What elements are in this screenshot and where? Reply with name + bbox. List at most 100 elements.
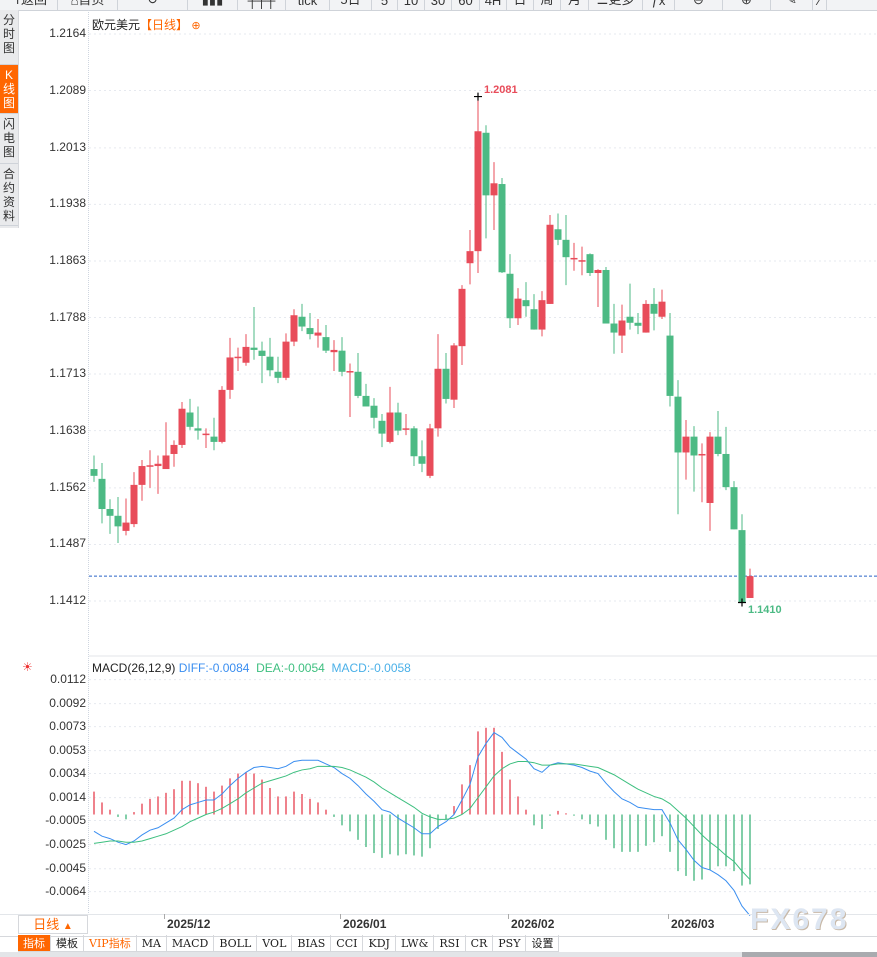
toolbar-button-11[interactable]: 4H bbox=[480, 0, 507, 10]
candle[interactable] bbox=[90, 455, 98, 482]
candle[interactable] bbox=[242, 334, 250, 366]
indicator-tab-cci[interactable]: CCI bbox=[331, 935, 364, 952]
toolbar-button-17[interactable]: ⊖ bbox=[675, 0, 723, 10]
candle[interactable] bbox=[586, 253, 594, 277]
candle[interactable] bbox=[122, 498, 130, 536]
candle[interactable] bbox=[146, 450, 154, 488]
candle[interactable] bbox=[562, 214, 570, 286]
indicator-settings-icon[interactable]: ☀ bbox=[22, 660, 33, 674]
candle[interactable] bbox=[378, 414, 386, 448]
indicator-tab-kdj[interactable]: KDJ bbox=[363, 935, 396, 952]
toolbar-button-4[interactable]: ┼┼┼ bbox=[238, 0, 286, 10]
sidebar-tab-3[interactable]: 合约资料 bbox=[0, 164, 18, 226]
candle[interactable] bbox=[522, 282, 530, 317]
candle[interactable] bbox=[498, 178, 506, 274]
candle[interactable] bbox=[570, 242, 578, 271]
candle[interactable] bbox=[474, 96, 482, 274]
candle[interactable] bbox=[138, 460, 146, 501]
candle[interactable] bbox=[274, 356, 282, 384]
candle[interactable] bbox=[186, 398, 194, 430]
indicator-tab-psy[interactable]: PSY bbox=[493, 935, 527, 952]
sidebar-tab-1[interactable]: K线图 bbox=[0, 65, 18, 114]
candle[interactable] bbox=[466, 230, 474, 285]
candle[interactable] bbox=[194, 406, 202, 440]
candle[interactable] bbox=[370, 398, 378, 429]
candle[interactable] bbox=[482, 125, 490, 239]
candle[interactable] bbox=[626, 283, 634, 330]
candle[interactable] bbox=[730, 481, 738, 530]
indicator-tab-rsi[interactable]: RSI bbox=[434, 935, 466, 952]
candle[interactable] bbox=[514, 288, 522, 326]
candle[interactable] bbox=[722, 426, 730, 491]
candle[interactable] bbox=[658, 289, 666, 320]
toolbar-button-0[interactable]: ↰返回 bbox=[0, 0, 58, 10]
toolbar-button-1[interactable]: ⌂首页 bbox=[58, 0, 118, 10]
candle[interactable] bbox=[178, 401, 186, 448]
indicator-tab-模板[interactable]: 模板 bbox=[51, 935, 84, 952]
indicator-tab-bias[interactable]: BIAS bbox=[292, 935, 332, 952]
indicator-tab-lw&[interactable]: LW& bbox=[395, 935, 435, 952]
candle[interactable] bbox=[634, 312, 642, 335]
sidebar-tab-0[interactable]: 分时图 bbox=[0, 10, 18, 65]
candle[interactable] bbox=[538, 291, 546, 337]
toolbar-button-13[interactable]: 周 bbox=[534, 0, 561, 10]
candle[interactable] bbox=[442, 352, 450, 404]
candle[interactable] bbox=[490, 162, 498, 231]
candle[interactable] bbox=[346, 363, 354, 418]
candle[interactable] bbox=[210, 417, 218, 451]
toolbar-button-20[interactable]: ∕ bbox=[813, 0, 827, 10]
candle[interactable] bbox=[426, 423, 434, 479]
indicator-tab-boll[interactable]: BOLL bbox=[214, 935, 258, 952]
indicator-tab-macd[interactable]: MACD bbox=[166, 935, 215, 952]
candle[interactable] bbox=[114, 496, 122, 543]
candle[interactable] bbox=[642, 300, 650, 333]
candle[interactable] bbox=[546, 214, 554, 304]
indicator-tab-vol[interactable]: VOL bbox=[257, 935, 293, 952]
candle[interactable] bbox=[458, 285, 466, 366]
indicator-tab-cr[interactable]: CR bbox=[465, 935, 494, 952]
horizontal-scrollbar[interactable] bbox=[0, 952, 877, 957]
candle[interactable] bbox=[362, 383, 370, 407]
candle[interactable] bbox=[746, 568, 754, 598]
toolbar-button-6[interactable]: 5日 bbox=[330, 0, 372, 10]
candle[interactable] bbox=[410, 426, 418, 467]
candle[interactable] bbox=[306, 312, 314, 340]
candle[interactable] bbox=[354, 352, 362, 399]
toolbar-button-18[interactable]: ⊕ bbox=[723, 0, 771, 10]
candle[interactable] bbox=[706, 432, 714, 531]
candle[interactable] bbox=[554, 213, 562, 246]
toolbar-button-7[interactable]: 5 bbox=[372, 0, 398, 10]
candle[interactable] bbox=[650, 288, 658, 331]
candle[interactable] bbox=[394, 402, 402, 436]
candle[interactable] bbox=[234, 347, 242, 372]
add-symbol-icon[interactable]: ⊕ bbox=[191, 20, 201, 32]
candle[interactable] bbox=[738, 514, 746, 603]
toolbar-button-19[interactable]: ✎ bbox=[771, 0, 813, 10]
toolbar-button-12[interactable]: 日 bbox=[507, 0, 534, 10]
candle[interactable] bbox=[610, 303, 618, 354]
candle[interactable] bbox=[226, 337, 234, 399]
toolbar-button-15[interactable]: ☰更多 bbox=[589, 0, 643, 10]
candle[interactable] bbox=[530, 294, 538, 330]
toolbar-button-10[interactable]: 60 bbox=[452, 0, 480, 10]
toolbar-button-3[interactable]: ▮▮▮ bbox=[188, 0, 238, 10]
candle[interactable] bbox=[418, 440, 426, 473]
candle[interactable] bbox=[98, 463, 106, 524]
candle[interactable] bbox=[282, 333, 290, 381]
indicator-tab-指标[interactable]: 指标 bbox=[18, 935, 51, 952]
period-selector[interactable]: 日线 ▲ bbox=[18, 915, 88, 934]
indicator-tab-vip指标[interactable]: VIP指标 bbox=[84, 935, 137, 952]
toolbar-button-2[interactable]: ↻ bbox=[118, 0, 188, 10]
candle[interactable] bbox=[250, 306, 258, 360]
indicator-tab-ma[interactable]: MA bbox=[136, 935, 167, 952]
candle[interactable] bbox=[578, 246, 586, 276]
toolbar-button-8[interactable]: 10 bbox=[398, 0, 425, 10]
candle[interactable] bbox=[170, 440, 178, 467]
candle[interactable] bbox=[106, 499, 114, 534]
sidebar-tab-2[interactable]: 闪电图 bbox=[0, 114, 18, 164]
candle[interactable] bbox=[714, 410, 722, 457]
candle[interactable] bbox=[402, 414, 410, 436]
candle[interactable] bbox=[322, 325, 330, 353]
candle[interactable] bbox=[674, 380, 682, 515]
